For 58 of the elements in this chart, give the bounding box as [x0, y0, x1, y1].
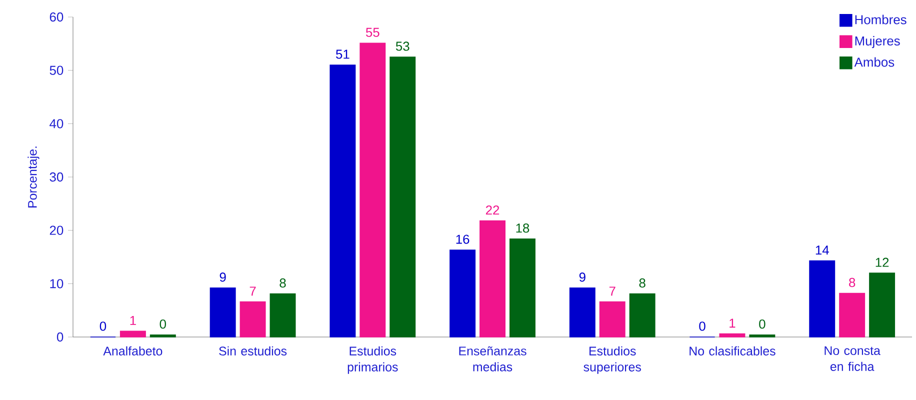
bar [360, 42, 386, 338]
data-label: 7 [609, 286, 616, 296]
data-label: 12 [876, 258, 889, 267]
data-label: 14 [816, 246, 829, 255]
bar [869, 272, 896, 338]
x-tick-label: No consta en ficha [824, 346, 880, 371]
bar [120, 330, 146, 338]
legend-label: Ambos [854, 57, 894, 67]
bar [809, 260, 836, 338]
data-label: 0 [759, 319, 766, 329]
bar [569, 288, 596, 338]
bar [509, 238, 536, 338]
bar [749, 334, 776, 338]
data-label: 7 [250, 286, 256, 296]
data-label: 1 [130, 316, 136, 325]
bar [480, 220, 506, 338]
data-label: 8 [849, 278, 856, 288]
y-tick-label: 30 [50, 172, 64, 182]
bar [599, 301, 626, 338]
bar [210, 288, 236, 338]
y-axis-title: Porcentaje. [28, 146, 40, 208]
bar [240, 301, 266, 338]
data-label: 51 [336, 50, 350, 59]
data-label: 16 [456, 234, 470, 244]
x-tick-label: Sin estudios [219, 346, 287, 356]
data-label: 8 [639, 278, 646, 288]
x-tick-label: Enseñanzas medias [459, 346, 526, 372]
data-label: 8 [280, 278, 286, 288]
data-label: 9 [220, 272, 226, 282]
legend-label: Hombres [855, 14, 906, 24]
bar [719, 333, 746, 338]
data-label: 18 [516, 223, 530, 233]
data-label: 53 [396, 42, 410, 51]
data-label: 9 [579, 272, 586, 282]
x-tick-label: No clasificables [690, 346, 776, 356]
y-tick-label: 20 [50, 226, 64, 235]
data-label: 0 [699, 322, 706, 331]
data-label: 22 [486, 205, 500, 215]
legend-label: Mujeres [855, 36, 900, 48]
bar [330, 64, 356, 338]
y-tick-label: 50 [50, 66, 64, 75]
bar [390, 56, 416, 338]
x-tick-label: Analfabeto [103, 346, 162, 356]
x-tick-label: Estudios primarios [348, 346, 398, 374]
y-tick-label: 60 [50, 12, 64, 22]
x-tick-label: Estudios superiores [584, 346, 641, 374]
y-tick-label: 0 [56, 332, 64, 342]
bar [150, 334, 176, 338]
y-tick-label: 40 [50, 119, 64, 128]
bar [629, 293, 656, 338]
bar [270, 293, 296, 338]
data-label: 0 [160, 319, 166, 329]
data-label: 0 [100, 322, 106, 331]
bar [450, 250, 476, 338]
y-tick-label: 10 [50, 279, 64, 288]
bar [839, 292, 866, 338]
data-label: 1 [730, 318, 736, 328]
data-label: 55 [366, 28, 380, 37]
